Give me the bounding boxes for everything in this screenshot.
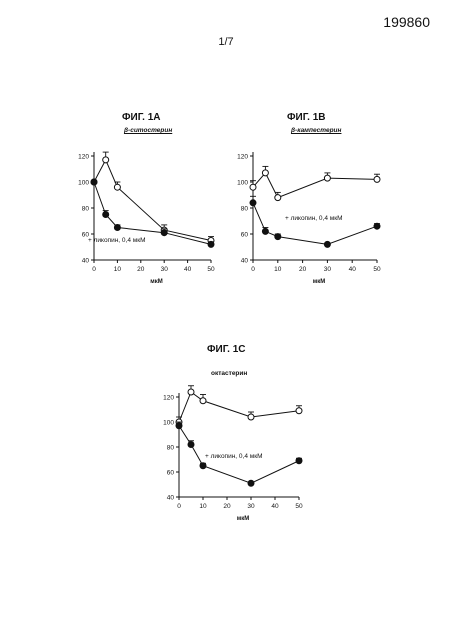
data-point-filled (208, 241, 214, 247)
data-point-open (188, 389, 194, 395)
x-tick-label: 50 (295, 503, 303, 510)
series-line-open (94, 160, 211, 241)
x-tick-label: 40 (184, 266, 192, 273)
data-point-filled (324, 241, 330, 247)
data-point-open (114, 184, 120, 190)
figure-1c-panel: ФИГ. 1С октастерин 010203040504060801001… (155, 344, 325, 530)
data-point-filled (296, 458, 302, 464)
y-tick-label: 80 (241, 206, 249, 213)
data-point-open (374, 176, 380, 182)
data-point-filled (176, 423, 182, 429)
x-tick-label: 40 (349, 266, 357, 273)
data-point-open (296, 408, 302, 414)
y-tick-label: 100 (78, 180, 89, 187)
y-tick-label: 80 (167, 445, 175, 452)
data-point-open (103, 157, 109, 163)
x-axis-label: мкМ (237, 516, 249, 522)
figure-1b-panel: ФИГ. 1В β-кампестерин 010203040504060801… (231, 112, 401, 282)
data-point-filled (114, 225, 120, 231)
data-point-open (200, 398, 206, 404)
series-line-filled (94, 182, 211, 244)
data-point-filled (262, 228, 268, 234)
y-tick-label: 120 (78, 154, 89, 161)
series-line-open (179, 392, 299, 422)
lycopene-annotation: + ликопин, 0,4 мкМ (88, 237, 145, 244)
data-point-open (275, 195, 281, 201)
figure-1c-plot: 0 10 20 30 40 50 40 60 80 100 120 мкМ + ликопин, 0,4… (155, 344, 325, 530)
y-tick-label: 120 (163, 395, 174, 402)
series-line-filled (253, 203, 377, 245)
figure-1b-plot: 0 10 20 30 40 50 40 60 80 100 120 мкМ + ликопин, 0,4… (231, 112, 401, 282)
x-tick-label: 0 (92, 266, 96, 273)
data-point-filled (248, 480, 254, 486)
data-point-filled (91, 179, 97, 185)
x-axis-label: мкМ (313, 279, 325, 285)
x-tick-label: 10 (114, 266, 122, 273)
x-tick-label: 0 (251, 266, 255, 273)
x-tick-label: 20 (299, 266, 307, 273)
data-point-open (324, 175, 330, 181)
y-tick-label: 60 (167, 470, 175, 477)
data-point-filled (188, 442, 194, 448)
series-line-open (253, 173, 377, 198)
lycopene-annotation: + ликопин, 0,4 мкМ (205, 453, 262, 460)
lycopene-annotation: + ликопин, 0,4 мкМ (285, 215, 342, 222)
x-tick-label: 30 (324, 266, 332, 273)
y-tick-label: 40 (241, 258, 249, 265)
figure-1a-panel: ФИГ. 1А β-ситостерин 0102030405040608010… (72, 112, 232, 282)
data-point-filled (103, 212, 109, 218)
x-tick-label: 50 (373, 266, 381, 273)
x-axis-label: мкМ (150, 279, 162, 285)
x-tick-label: 20 (223, 503, 231, 510)
y-tick-label: 100 (163, 420, 174, 427)
data-point-open (262, 170, 268, 176)
y-tick-label: 100 (237, 180, 248, 187)
x-tick-label: 20 (137, 266, 145, 273)
document-number: 199860 (383, 14, 430, 30)
y-tick-label: 60 (241, 232, 249, 239)
x-tick-label: 10 (274, 266, 282, 273)
x-tick-label: 0 (177, 503, 181, 510)
y-tick-label: 120 (237, 154, 248, 161)
x-tick-label: 50 (207, 266, 215, 273)
data-point-filled (161, 230, 167, 236)
data-point-filled (275, 234, 281, 240)
page-number: 1/7 (0, 36, 452, 48)
x-tick-label: 30 (247, 503, 255, 510)
y-tick-label: 40 (82, 258, 90, 265)
data-point-open (250, 184, 256, 190)
data-point-filled (250, 200, 256, 206)
data-point-filled (200, 463, 206, 469)
x-tick-label: 30 (161, 266, 169, 273)
figure-1a-plot: 01020304050406080100120мкМ+ ликопин, 0,4… (72, 112, 232, 282)
data-point-filled (374, 223, 380, 229)
x-tick-label: 40 (271, 503, 279, 510)
y-tick-label: 40 (167, 495, 175, 502)
data-point-open (248, 414, 254, 420)
y-tick-label: 80 (82, 206, 90, 213)
x-tick-label: 10 (199, 503, 207, 510)
